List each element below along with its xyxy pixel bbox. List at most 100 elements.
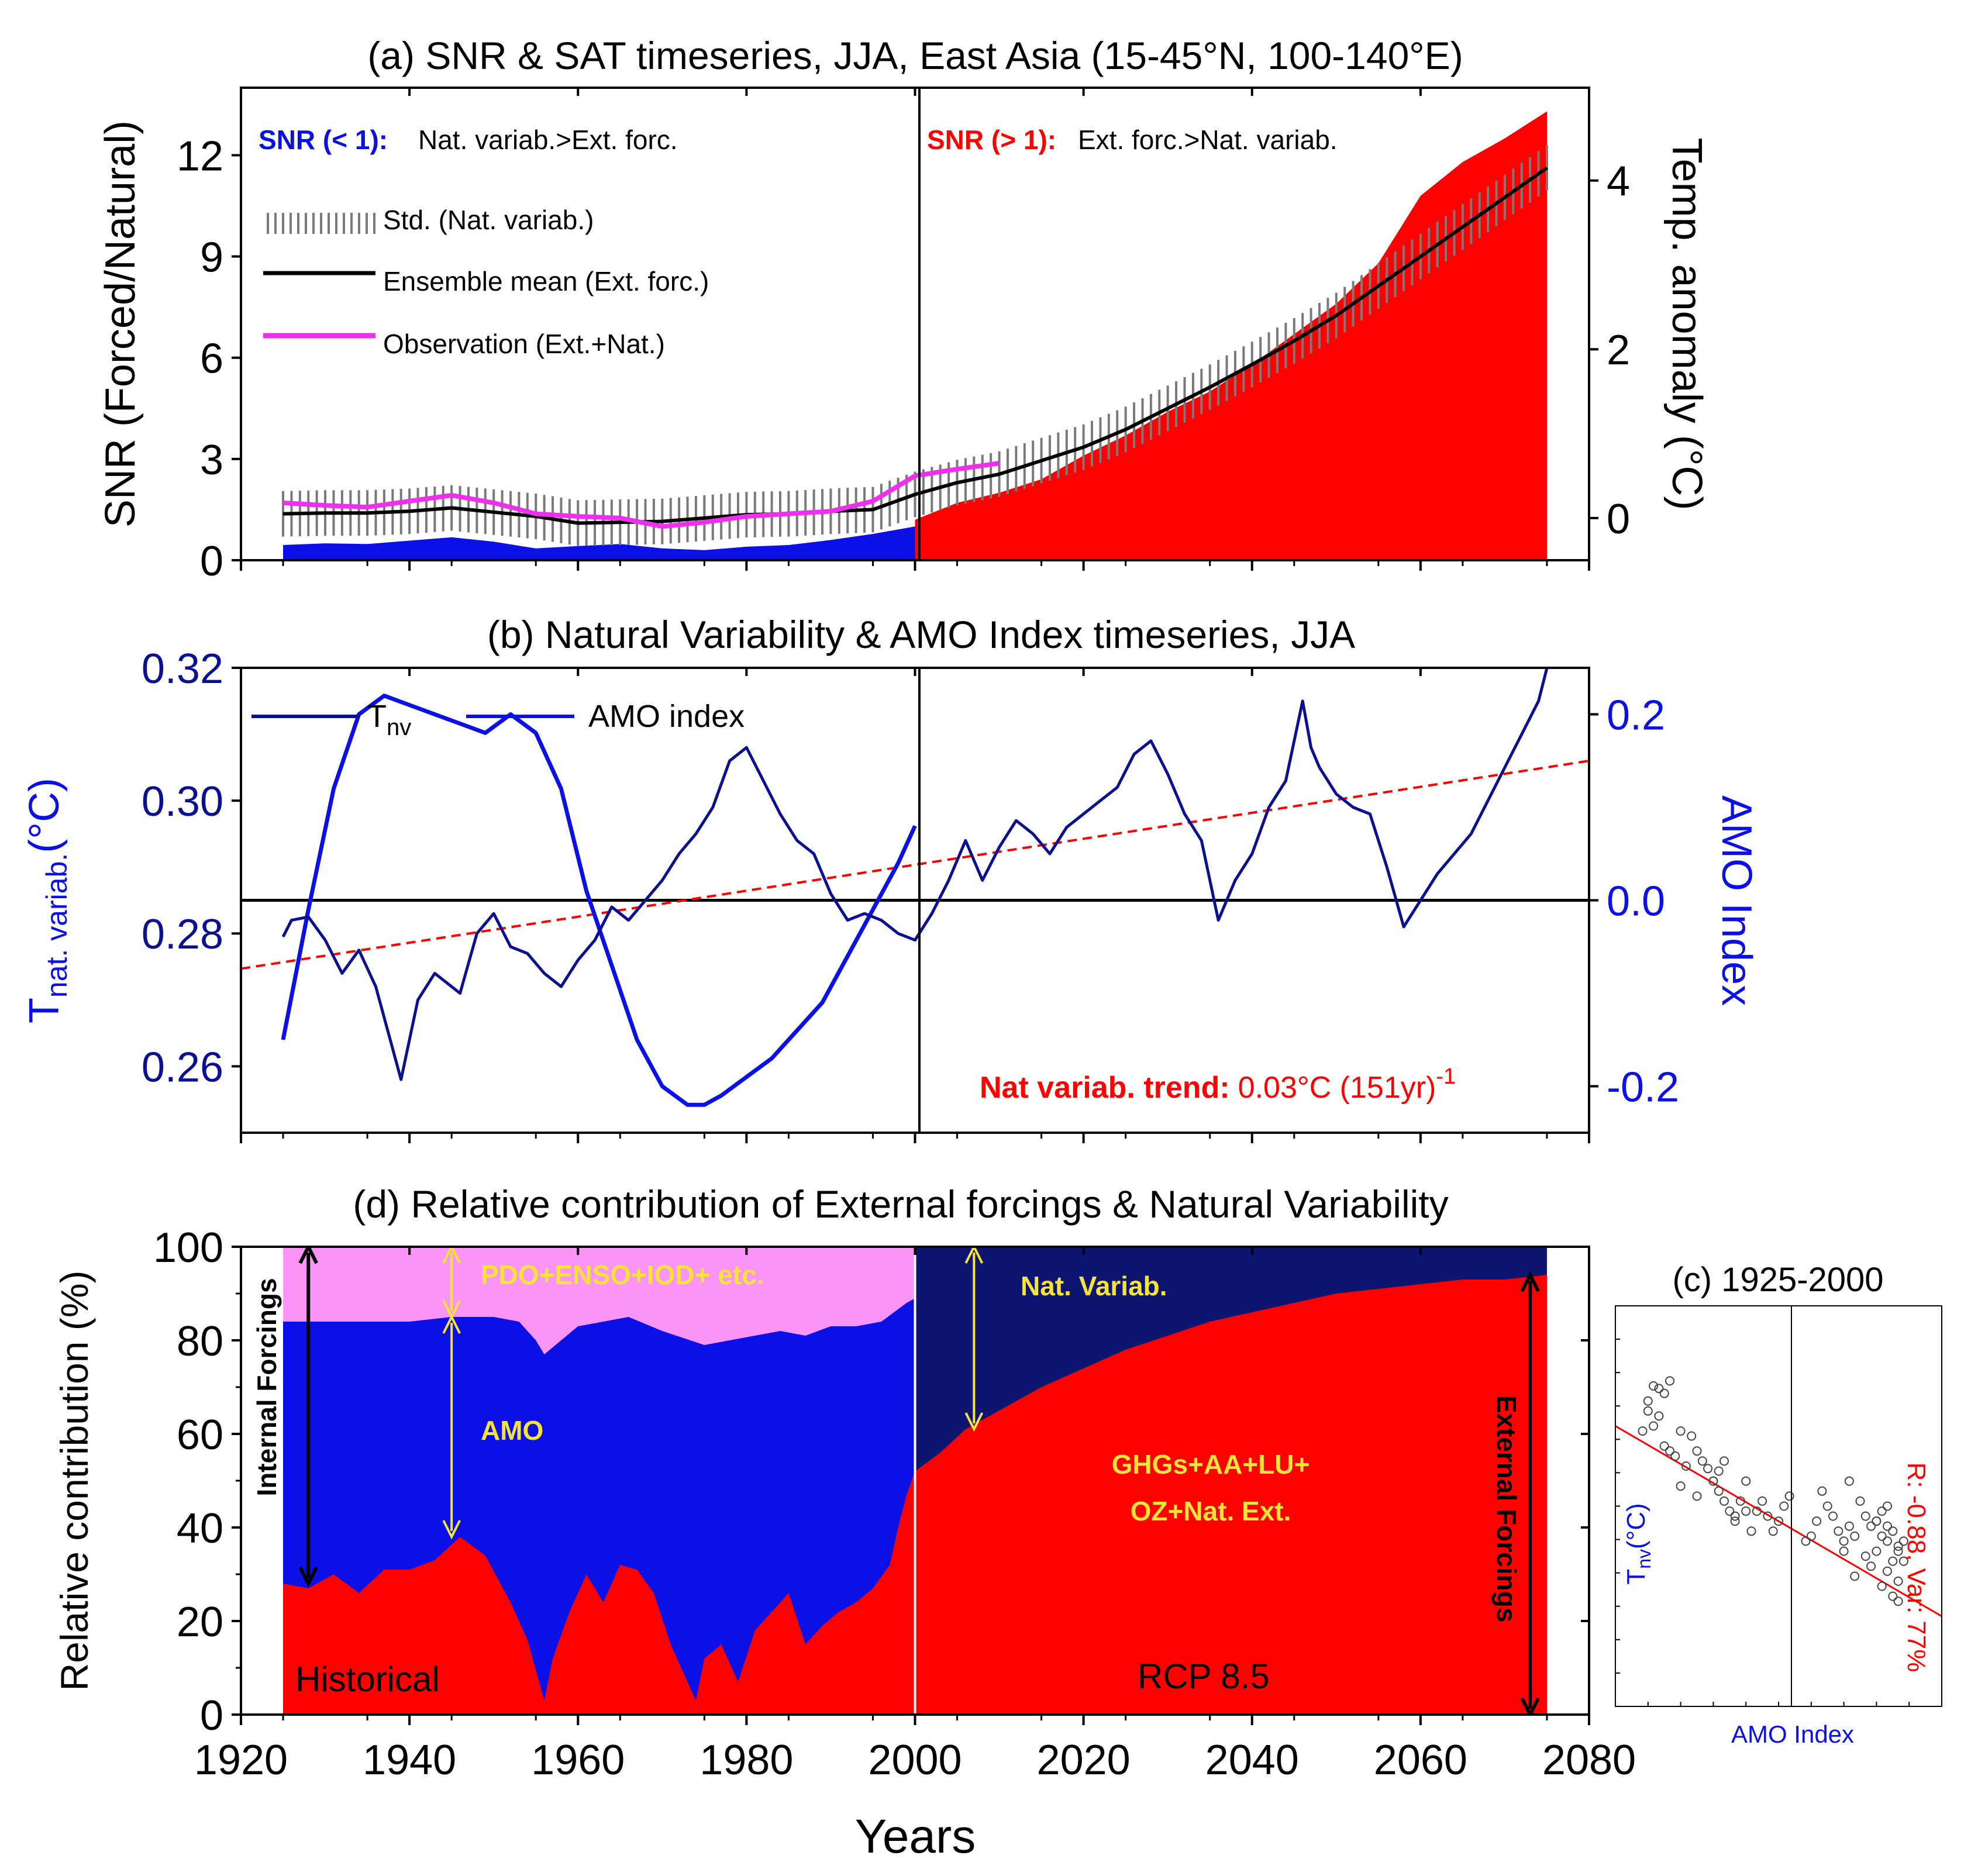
scatter-point	[1730, 1511, 1740, 1521]
panel-a-left-ytick-label: 12	[177, 133, 223, 180]
panel-b-left-ytick-label: 0.32	[142, 646, 223, 692]
scatter-point	[1649, 1421, 1659, 1431]
legend-ensemble-label: Ensemble mean (Ext. forc.)	[383, 266, 709, 296]
scatter-point	[1779, 1501, 1789, 1511]
scatter-point	[1866, 1521, 1876, 1531]
scatter-point	[1697, 1456, 1707, 1466]
scatter-point	[1763, 1511, 1773, 1521]
pdo-arrow-head-top	[442, 1247, 461, 1264]
panel-c-title: (c) 1925-2000	[1672, 1261, 1883, 1299]
scatter-point	[1774, 1516, 1783, 1526]
scatter-point	[1649, 1381, 1659, 1391]
x-tick-label: 2020	[1037, 1737, 1131, 1784]
trend-label: Nat variab. trend:	[980, 1071, 1230, 1105]
label-ghg-line2: OZ+Nat. Ext.	[1131, 1496, 1291, 1526]
scatter-point	[1850, 1531, 1860, 1541]
legend-std-swatch	[263, 213, 375, 234]
panel-a-right-ytick-label: 0	[1607, 496, 1630, 543]
trend-annotation: Nat variab. trend: 0.03°C (151yr)-1	[980, 1064, 1456, 1105]
x-axis-label: Years	[855, 1810, 976, 1863]
scatter-point	[1834, 1526, 1843, 1536]
scatter-point	[1860, 1551, 1870, 1561]
panel-d-plot-area	[283, 1247, 1547, 1715]
scatter-point	[1741, 1506, 1751, 1516]
scatter-point	[1893, 1542, 1903, 1551]
scatter-point	[1893, 1576, 1903, 1586]
external-rcp-area	[915, 1275, 1547, 1715]
scatter-point	[1687, 1431, 1697, 1441]
amo-arrow-head-top	[442, 1314, 461, 1334]
snr-high-label: SNR (> 1):	[927, 125, 1056, 155]
label-internal-forcings: Internal Forcings	[251, 1278, 282, 1496]
panel-a-ylabel-right: Temp. anomaly (°C)	[1663, 138, 1710, 511]
panel-a-legend: Std. (Nat. variab.) Ensemble mean (Ext. …	[263, 205, 709, 359]
legend-tnv-label: Tnv	[367, 699, 411, 740]
scatter-point	[1844, 1521, 1854, 1531]
scatter-point	[1877, 1531, 1887, 1541]
scatter-point	[1877, 1581, 1887, 1591]
legend-tnv-t: T	[367, 699, 387, 734]
scatter-point	[1883, 1566, 1892, 1576]
panel-d-title: (d) Relative contribution of External fo…	[353, 1182, 1448, 1226]
scatter-point	[1839, 1536, 1849, 1546]
observation-line	[282, 461, 1000, 529]
scatter-point	[1676, 1481, 1686, 1491]
x-tick-label: 1960	[531, 1737, 625, 1784]
scatter-point	[1752, 1506, 1762, 1516]
label-ghg-line1: GHGs+AA+LU+	[1112, 1449, 1310, 1480]
scatter-point	[1654, 1411, 1664, 1421]
x-tick-label: 1940	[363, 1737, 456, 1784]
legend-tnv-sub: nv	[387, 715, 411, 740]
scatter-point	[1877, 1506, 1887, 1516]
scatter-point	[1676, 1426, 1686, 1436]
x-tick-label: 1980	[699, 1737, 793, 1784]
scatter-point	[1659, 1388, 1669, 1398]
scatter-point	[1801, 1536, 1811, 1546]
snr-low-text: Nat. variab.>Ext. forc.	[418, 125, 678, 155]
panel-c-xlabel: AMO Index	[1731, 1720, 1854, 1748]
scatter-point	[1883, 1501, 1892, 1511]
scatter-point	[1725, 1506, 1735, 1516]
label-amo: AMO	[481, 1415, 543, 1446]
label-rcp: RCP 8.5	[1138, 1657, 1270, 1696]
scatter-point	[1703, 1464, 1713, 1474]
legend-amo-label: AMO index	[588, 699, 745, 734]
scatter-point	[1758, 1496, 1767, 1506]
scatter-point	[1806, 1531, 1816, 1541]
scatter-point	[1872, 1516, 1881, 1526]
label-nat-variab: Nat. Variab.	[1021, 1271, 1167, 1301]
scatter-point	[1883, 1521, 1892, 1531]
scatter-point	[1893, 1596, 1903, 1606]
panel-a-title: (a) SNR & SAT timeseries, JJA, East Asia…	[367, 34, 1463, 77]
panel-b-right-ytick-label: 0.2	[1607, 692, 1665, 739]
scatter-point	[1665, 1376, 1674, 1386]
panel-d-left-ytick-label: 60	[177, 1412, 223, 1458]
scatter-point	[1746, 1526, 1756, 1536]
scatter-point	[1708, 1476, 1718, 1486]
scatter-point	[1643, 1406, 1653, 1416]
panel-b-right-ytick-label: -0.2	[1607, 1064, 1679, 1111]
panel-b-legend: Tnv AMO index	[251, 699, 745, 740]
ensemble-mean-line	[282, 166, 1548, 525]
panel-c-stat: R: -0.88, Var: 77%	[1902, 1463, 1931, 1672]
scatter-point	[1898, 1556, 1908, 1566]
panel-a-ylabel: SNR (Forced/Natural)	[97, 120, 144, 527]
nat-variab-arrow-head-bottom	[964, 1412, 984, 1432]
panel-d-axes: 1920 1940 1960 1980 2000 2020 2040 2060 20800204…	[153, 1225, 1636, 1784]
panel-d-left-ytick-label: 0	[200, 1692, 223, 1739]
scatter-point	[1839, 1546, 1849, 1556]
panel-a: (a) SNR & SAT timeseries, JJA, East Asia…	[97, 34, 1710, 585]
snr-below-one-area	[283, 526, 915, 560]
panel-d-left-ytick-label: 40	[177, 1505, 223, 1552]
scatter-point	[1784, 1491, 1794, 1501]
scatter-point	[1659, 1441, 1669, 1451]
panel-a-left-ytick-label: 6	[200, 336, 223, 382]
scatter-point	[1681, 1461, 1691, 1471]
label-historical: Historical	[295, 1660, 440, 1699]
legend-std-label: Std. (Nat. variab.)	[383, 205, 594, 235]
trend-exponent: -1	[1436, 1064, 1456, 1089]
scatter-point	[1643, 1396, 1653, 1406]
snr-low-label: SNR (< 1):	[259, 125, 388, 155]
scatter-point	[1883, 1536, 1892, 1546]
